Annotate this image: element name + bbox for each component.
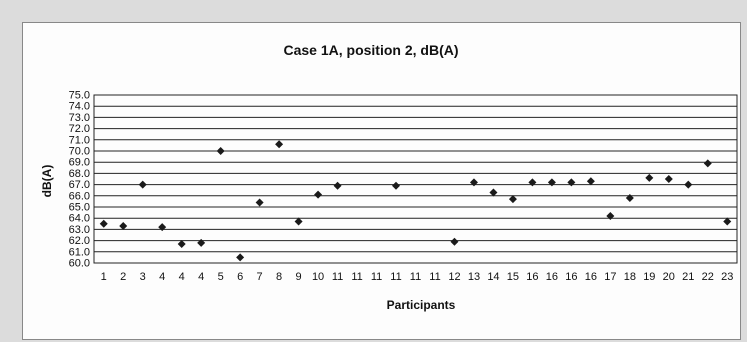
y-tick-label: 67.0 (69, 179, 90, 191)
y-tick-label: 62.0 (69, 235, 90, 247)
y-tick-label: 74.0 (69, 101, 90, 113)
x-tick-label: 4 (198, 271, 204, 283)
y-tick-label: 73.0 (69, 112, 90, 124)
y-tick-label: 64.0 (69, 213, 90, 225)
data-point (547, 178, 556, 187)
y-tick-label: 68.0 (69, 168, 90, 180)
x-tick-label: 11 (332, 271, 343, 283)
data-point (255, 198, 264, 207)
x-tick-label: 13 (468, 271, 480, 283)
x-tick-label: 11 (410, 271, 421, 283)
x-tick-label: 2 (120, 271, 126, 283)
data-point (489, 188, 498, 197)
x-tick-label: 19 (643, 271, 655, 283)
chart-frame: Case 1A, position 2, dB(A) dB(A) Partici… (22, 22, 741, 340)
y-tick-label: 65.0 (69, 202, 90, 214)
x-tick-label: 1 (101, 271, 107, 283)
data-point (684, 180, 693, 189)
data-point (119, 222, 128, 231)
x-tick-label: 9 (296, 271, 302, 283)
x-tick-label: 15 (507, 271, 519, 283)
x-tick-label: 16 (565, 271, 577, 283)
data-point (314, 190, 323, 199)
x-tick-label: 11 (371, 271, 382, 283)
x-tick-label: 3 (140, 271, 146, 283)
y-tick-label: 61.0 (69, 246, 90, 258)
data-point (703, 159, 712, 168)
x-tick-label: 16 (526, 271, 538, 283)
x-tick-label: 4 (159, 271, 165, 283)
y-tick-label: 70.0 (69, 146, 90, 158)
x-tick-label: 12 (448, 271, 460, 283)
y-axis-label: dB(A) (40, 165, 54, 198)
x-tick-label: 4 (179, 271, 185, 283)
data-point (723, 217, 732, 226)
x-tick-label: 8 (276, 271, 282, 283)
x-tick-label: 18 (624, 271, 636, 283)
data-point (469, 178, 478, 187)
y-tick-label: 60.0 (69, 258, 90, 270)
data-point (158, 223, 167, 232)
x-axis-label: Participants (387, 298, 456, 312)
x-tick-label: 21 (682, 271, 694, 283)
data-point (508, 195, 517, 204)
data-point (567, 178, 576, 187)
data-point (664, 175, 673, 183)
data-point (528, 178, 537, 187)
x-tick-label: 20 (663, 271, 675, 283)
data-point (275, 140, 284, 149)
x-tick-label: 7 (257, 271, 263, 283)
y-tick-label: 71.0 (69, 134, 90, 146)
data-point (236, 253, 245, 262)
plot-area-border (93, 94, 738, 264)
data-point (645, 173, 654, 182)
data-point (197, 238, 206, 247)
data-point (606, 211, 615, 220)
x-tick-label: 6 (237, 271, 243, 283)
x-tick-label: 16 (546, 271, 558, 283)
x-tick-label: 10 (312, 271, 324, 283)
x-tick-label: 11 (390, 271, 401, 283)
chart-title: Case 1A, position 2, dB(A) (283, 42, 458, 58)
y-tick-label: 66.0 (69, 190, 90, 202)
data-point (177, 239, 186, 248)
data-point (333, 181, 342, 190)
data-point (450, 237, 459, 246)
scatter-chart: Case 1A, position 2, dB(A) dB(A) Partici… (40, 42, 738, 312)
data-point (99, 219, 108, 228)
data-point (392, 181, 401, 190)
y-tick-label: 63.0 (69, 224, 90, 236)
data-point (216, 147, 225, 155)
y-tick-label: 72.0 (69, 123, 90, 135)
data-point (625, 194, 634, 203)
x-tick-label: 11 (429, 271, 440, 283)
x-tick-label: 5 (218, 271, 224, 283)
data-point (138, 180, 147, 189)
data-point (586, 177, 595, 186)
x-tick-label: 11 (351, 271, 362, 283)
y-tick-label: 75.0 (69, 90, 90, 102)
x-tick-label: 22 (702, 271, 714, 283)
x-tick-label: 17 (604, 271, 616, 283)
x-tick-label: 16 (585, 271, 597, 283)
x-tick-label: 14 (487, 271, 499, 283)
x-tick-label: 23 (721, 271, 733, 283)
data-point (294, 217, 303, 226)
y-tick-label: 69.0 (69, 157, 90, 169)
